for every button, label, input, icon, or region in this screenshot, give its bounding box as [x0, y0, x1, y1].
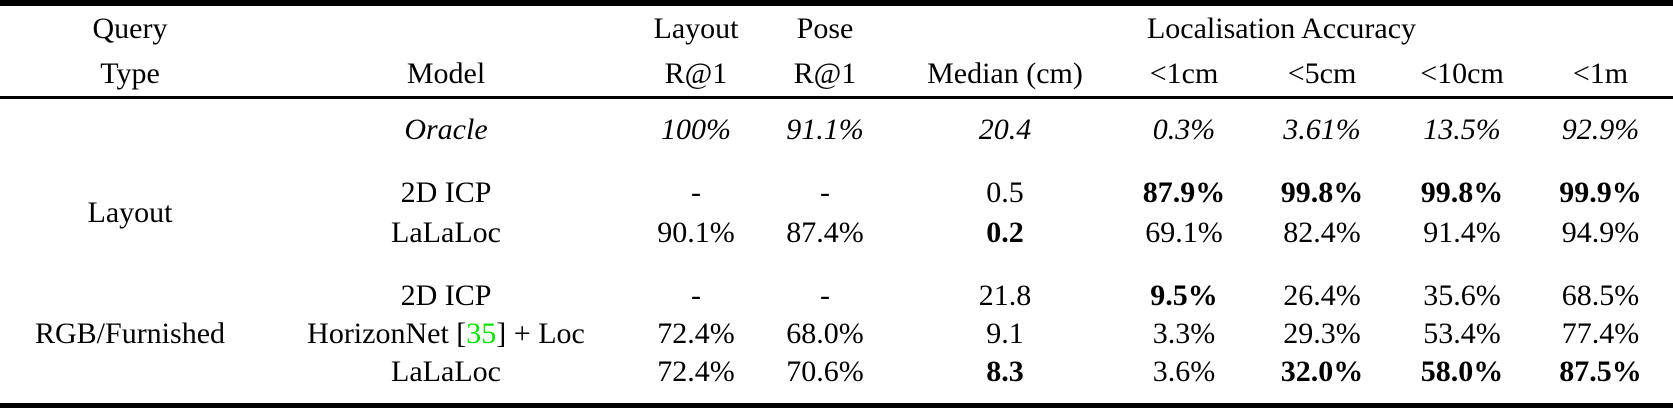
row-spacer: [0, 391, 1673, 406]
header-layout: Layout: [653, 11, 739, 45]
cell-model: Oracle: [404, 113, 488, 146]
cell-model: 2D ICP: [400, 176, 492, 209]
cell-layout-r1: 90.1%: [657, 216, 735, 249]
cell-layout-r1: -: [691, 176, 701, 209]
cell-median: 21.8: [978, 279, 1032, 312]
cell-lt-1cm: 3.3%: [1152, 317, 1216, 350]
cell-model: LaLaLoc: [391, 355, 501, 388]
cell-median: 0.5: [986, 176, 1024, 209]
cell-lt-1m: 87.5%: [1559, 355, 1642, 388]
cell-pose-r1: 91.1%: [786, 113, 864, 146]
header-localisation-accuracy: Localisation Accuracy: [1146, 11, 1417, 45]
cell-lt-10cm: 53.4%: [1423, 317, 1501, 350]
cell-pose-r1: -: [820, 176, 830, 209]
cell-lt-5cm: 99.8%: [1280, 176, 1364, 209]
cell-lt-1cm: 9.5%: [1150, 279, 1218, 312]
cell-lt-5cm: 32.0%: [1280, 355, 1364, 388]
header-median-cm: Median (cm): [890, 51, 1120, 99]
cell-pose-r1: -: [820, 279, 830, 312]
table-row-rgb-2dicp: RGB/Furnished 2D ICP - - 21.8 9.5% 26.4%…: [0, 277, 1673, 350]
cell-lt-10cm: 35.6%: [1423, 279, 1501, 312]
header-query: Query: [92, 11, 168, 45]
cell-layout-r1: 72.4%: [657, 317, 735, 350]
table-row-layout-2dicp: Layout 2D ICP - - 0.5 87.9% 99.8% 99.8% …: [0, 173, 1673, 229]
cell-lt-1cm: 3.6%: [1152, 355, 1216, 388]
cell-lt-5cm: 3.61%: [1283, 113, 1361, 146]
header-lt-5cm: <5cm: [1248, 51, 1396, 99]
table-row-layout-lalaloc: LaLaLoc 90.1% 87.4% 0.2 69.1% 82.4% 91.4…: [0, 213, 1673, 253]
cell-lt-5cm: 26.4%: [1283, 279, 1361, 312]
table-row-rgb-horizonnet: HorizonNet [35] + Loc 72.4% 68.0% 9.1 3.…: [0, 315, 1673, 353]
row-spacer: [0, 98, 1673, 112]
cell-lt-5cm: 82.4%: [1283, 216, 1361, 249]
header-type: Type: [0, 51, 260, 99]
row-spacer: [0, 149, 1673, 173]
header-empty: [260, 3, 632, 51]
cell-lt-1m: 99.9%: [1559, 176, 1642, 209]
header-lt-10cm: <10cm: [1396, 51, 1528, 99]
cell-layout-r1: 72.4%: [657, 355, 735, 388]
header-lt-1cm: <1cm: [1120, 51, 1248, 99]
cell-lt-1cm: 87.9%: [1142, 176, 1226, 209]
header-pose-r1: R@1: [760, 51, 890, 99]
cell-lt-10cm: 13.5%: [1423, 113, 1501, 146]
cell-lt-1m: 92.9%: [1561, 113, 1640, 146]
cell-median: 0.2: [986, 216, 1024, 249]
model-name-suffix: ] + Loc: [496, 317, 585, 350]
cell-median: 20.4: [978, 113, 1032, 146]
cell-pose-r1: 70.6%: [786, 355, 864, 388]
header-layout-r1: R@1: [632, 51, 760, 99]
cell-model: LaLaLoc: [391, 216, 501, 249]
cell-lt-1cm: 69.1%: [1145, 216, 1223, 249]
group-label-layout: Layout: [87, 196, 173, 229]
header-lt-1m: <1m: [1528, 51, 1673, 99]
cell-lt-10cm: 58.0%: [1420, 355, 1504, 388]
cell-lt-1m: 68.5%: [1561, 279, 1640, 312]
cell-layout-r1: -: [691, 279, 701, 312]
row-spacer: [0, 253, 1673, 277]
header-row-2: Type Model R@1 R@1 Median (cm) <1cm <5cm…: [0, 51, 1673, 99]
cell-lt-1m: 77.4%: [1561, 317, 1640, 350]
header-model: Model: [260, 51, 632, 99]
cell-model: 2D ICP: [400, 279, 492, 312]
cell-pose-r1: 87.4%: [786, 216, 864, 249]
table-row-rgb-lalaloc: LaLaLoc 72.4% 70.6% 8.3 3.6% 32.0% 58.0%…: [0, 353, 1673, 391]
cell-lt-10cm: 91.4%: [1423, 216, 1501, 249]
cell-median: 9.1: [986, 317, 1024, 350]
cell-layout-r1: 100%: [661, 113, 731, 146]
cell-model: HorizonNet [35] + Loc: [260, 315, 632, 353]
cell-lt-1m: 94.9%: [1561, 216, 1640, 249]
model-name-prefix: HorizonNet [: [307, 317, 467, 350]
header-pose: Pose: [796, 11, 854, 45]
header-row-1: Query Layout Pose Localisation Accuracy: [0, 3, 1673, 51]
group-label-rgb-furnished: RGB/Furnished: [34, 317, 226, 350]
citation-link-35[interactable]: 35: [466, 317, 497, 350]
cell-pose-r1: 68.0%: [786, 317, 864, 350]
cell-lt-1cm: 0.3%: [1152, 113, 1216, 146]
table-row-oracle: Oracle 100% 91.1% 20.4 0.3% 3.61% 13.5% …: [0, 111, 1673, 149]
cell-lt-10cm: 99.8%: [1420, 176, 1504, 209]
cell-lt-5cm: 29.3%: [1283, 317, 1361, 350]
table-header: Query Layout Pose Localisation Accuracy …: [0, 3, 1673, 99]
table-body: Oracle 100% 91.1% 20.4 0.3% 3.61% 13.5% …: [0, 98, 1673, 406]
group-label-empty: [0, 111, 260, 149]
cell-median: 8.3: [986, 355, 1024, 388]
